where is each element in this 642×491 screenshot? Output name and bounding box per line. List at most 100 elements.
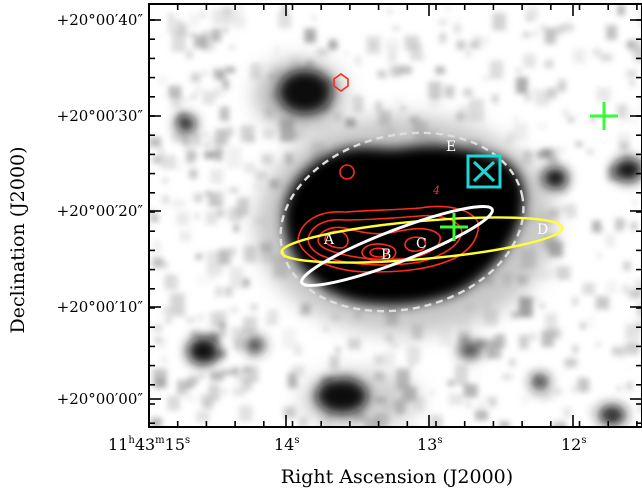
- noise-pixel: [177, 379, 189, 395]
- noise-pixel: [634, 279, 642, 294]
- noise-pixel: [444, 4, 451, 12]
- noise-pixel: [562, 110, 570, 116]
- noise-pixel: [428, 81, 442, 99]
- noise-pixel: [463, 88, 473, 97]
- noise-pixel: [611, 346, 625, 356]
- noise-pixel: [366, 35, 381, 55]
- noise-pixel: [219, 106, 230, 122]
- noise-pixel: [242, 278, 250, 288]
- noise-pixel: [463, 384, 478, 398]
- noise-pixel: [629, 79, 635, 87]
- noise-pixel: [352, 95, 364, 113]
- noise-pixel: [213, 68, 226, 79]
- noise-pixel: [429, 95, 441, 107]
- noise-pixel: [552, 328, 562, 339]
- noise-pixel: [489, 60, 504, 80]
- noise-pixel: [533, 297, 540, 302]
- noise-pixel: [206, 251, 222, 275]
- noise-pixel: [165, 315, 172, 325]
- noise-pixel: [177, 23, 188, 36]
- noise-pixel: [157, 34, 163, 40]
- noise-pixel: [390, 340, 399, 350]
- noise-pixel: [623, 261, 631, 271]
- noise-pixel: [194, 193, 203, 203]
- noise-pixel: [228, 206, 243, 222]
- noise-pixel: [511, 311, 519, 319]
- noise-pixel: [152, 156, 163, 164]
- noise-pixel: [287, 372, 298, 389]
- noise-pixel: [329, 355, 340, 370]
- noise-pixel: [208, 135, 217, 146]
- noise-pixel: [214, 128, 227, 146]
- noise-pixel: [196, 411, 210, 423]
- noise-pixel: [456, 40, 466, 50]
- noise-pixel: [469, 98, 485, 122]
- y-tick-label: +20°00′30″: [57, 107, 144, 125]
- cyan-box-marker: [466, 154, 502, 189]
- noise-pixel: [406, 346, 421, 364]
- noise-pixel: [459, 104, 472, 121]
- noise-pixel: [605, 233, 616, 248]
- noise-pixel: [400, 106, 406, 111]
- noise-pixel: [291, 365, 305, 377]
- noise-pixel: [153, 323, 163, 333]
- noise-pixel: [219, 309, 230, 320]
- noise-pixel: [236, 371, 247, 383]
- noise-pixel: [215, 148, 224, 162]
- noise-pixel: [162, 93, 170, 102]
- noise-pixel: [563, 407, 572, 418]
- noise-pixel: [246, 135, 256, 143]
- noise-pixel: [347, 338, 361, 350]
- noise-pixel: [616, 132, 631, 151]
- noise-pixel: [240, 365, 251, 374]
- noise-pixel: [551, 268, 561, 275]
- x-tick-label: 11h43m15s: [108, 435, 190, 454]
- noise-pixel: [596, 87, 611, 102]
- noise-pixel: [565, 204, 577, 218]
- noise-pixel: [227, 186, 235, 193]
- noise-pixel: [606, 25, 617, 40]
- noise-pixel: [586, 149, 594, 155]
- noise-pixel: [151, 217, 159, 222]
- noise-pixel: [237, 197, 249, 217]
- noise-pixel: [189, 32, 196, 37]
- noise-pixel: [223, 26, 229, 34]
- noise-pixel: [261, 153, 273, 165]
- noise-pixel: [404, 337, 412, 349]
- noise-pixel: [157, 336, 166, 349]
- noise-pixel: [220, 329, 227, 337]
- noise-pixel: [468, 41, 479, 49]
- noise-pixel: [186, 317, 195, 323]
- noise-pixel: [384, 39, 399, 51]
- noise-pixel: [515, 77, 528, 94]
- noise-pixel: [274, 45, 279, 54]
- noise-pixel: [466, 401, 472, 409]
- noise-pixel: [181, 392, 193, 401]
- noise-pixel: [158, 147, 165, 157]
- noise-pixel: [454, 365, 469, 386]
- noise-pixel: [531, 87, 539, 94]
- noise-pixel: [191, 93, 197, 100]
- noise-pixel: [530, 332, 536, 341]
- noise-pixel: [299, 417, 308, 427]
- noise-pixel: [323, 327, 329, 332]
- noise-pixel: [190, 330, 199, 339]
- noise-pixel: [448, 393, 464, 406]
- noise-pixel: [595, 342, 601, 347]
- noise-pixel: [605, 280, 618, 295]
- noise-pixel: [410, 43, 423, 61]
- noise-pixel: [192, 133, 202, 147]
- noise-pixel: [595, 296, 610, 310]
- noise-pixel: [232, 367, 238, 376]
- noise-pixel: [544, 313, 558, 332]
- knot-label-d: D: [537, 222, 548, 238]
- noise-pixel: [560, 206, 567, 212]
- noise-pixel: [537, 390, 548, 404]
- noise-pixel: [572, 296, 579, 306]
- noise-pixel: [482, 75, 489, 81]
- noise-pixel: [622, 221, 627, 226]
- noise-pixel: [554, 388, 563, 395]
- noise-pixel: [475, 410, 489, 421]
- knot-label-c: C: [416, 236, 427, 252]
- noise-pixel: [162, 306, 174, 315]
